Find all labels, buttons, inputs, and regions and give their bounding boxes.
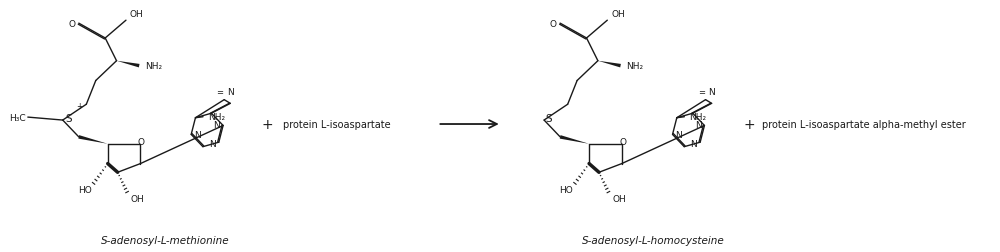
Text: N: N (227, 87, 234, 96)
Text: N: N (675, 131, 682, 139)
Text: OH: OH (131, 194, 145, 203)
Text: N: N (695, 120, 702, 130)
Text: +: + (262, 117, 273, 132)
Text: N: N (209, 139, 216, 148)
Text: O: O (68, 20, 75, 28)
Polygon shape (117, 61, 140, 68)
Text: +: + (76, 102, 82, 111)
Text: =: = (698, 87, 705, 96)
Text: OH: OH (611, 10, 625, 19)
Text: HO: HO (559, 186, 573, 195)
Text: NH₂: NH₂ (208, 113, 225, 122)
Polygon shape (78, 136, 108, 144)
Text: N: N (708, 87, 715, 96)
Text: O: O (138, 138, 145, 147)
Text: OH: OH (130, 10, 143, 19)
Text: protein L-isoaspartate: protein L-isoaspartate (283, 119, 390, 130)
Text: NH₂: NH₂ (626, 62, 643, 71)
Polygon shape (598, 61, 621, 68)
Text: +: + (743, 117, 755, 132)
Text: S-adenosyl-L-homocysteine: S-adenosyl-L-homocysteine (582, 235, 725, 245)
Text: N: N (194, 131, 201, 139)
Polygon shape (560, 136, 589, 144)
Text: protein L-isoaspartate alpha-methyl ester: protein L-isoaspartate alpha-methyl este… (762, 119, 966, 130)
Text: NH₂: NH₂ (689, 113, 706, 122)
Text: S-adenosyl-L-methionine: S-adenosyl-L-methionine (100, 235, 229, 245)
Text: N: N (214, 120, 220, 130)
FancyArrowPatch shape (440, 121, 497, 129)
Text: HO: HO (78, 186, 92, 195)
Text: N: N (691, 139, 697, 148)
Text: OH: OH (612, 194, 626, 203)
Text: O: O (619, 138, 626, 147)
Text: H₃C: H₃C (9, 113, 26, 122)
Text: S: S (545, 114, 552, 123)
Text: NH₂: NH₂ (145, 62, 162, 71)
Text: S: S (66, 114, 72, 123)
Text: O: O (549, 20, 556, 28)
Text: =: = (216, 87, 223, 96)
